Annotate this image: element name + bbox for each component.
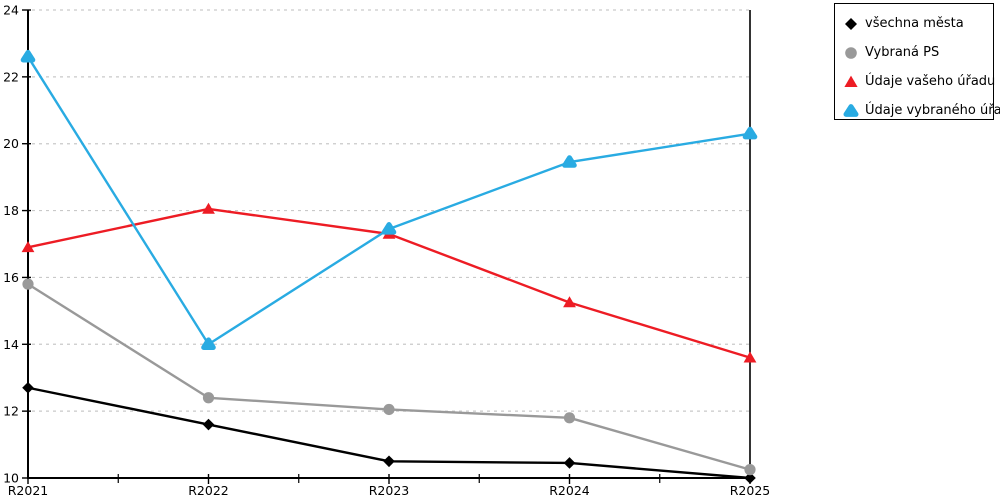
circle-icon: [845, 47, 857, 59]
triangle-legend-icon: [844, 75, 858, 87]
circle-marker-icon: [563, 412, 576, 424]
legend-label: všechna města: [865, 16, 964, 31]
y-tick-label: 12: [3, 404, 19, 419]
legend-label: Údaje vybraného úřadu: [865, 103, 1000, 118]
y-tick-label: 16: [3, 270, 19, 285]
circle-legend-icon: [845, 47, 857, 59]
x-tick-label: R2022: [188, 483, 229, 498]
legend-item-4: Údaje vybraného úřadu: [843, 96, 1000, 125]
triangle-marker-icon: [21, 241, 35, 253]
series-line: [26, 282, 752, 471]
diamond-icon: [845, 18, 857, 30]
diamond-marker-icon: [22, 381, 34, 394]
y-tick-label: 18: [3, 203, 19, 218]
diamond-marker-icon: [202, 418, 215, 431]
diamond-marker-icon: [383, 455, 395, 468]
triangle-marker-icon: [202, 202, 215, 214]
triangle-marker-icon: [743, 351, 757, 363]
x-tick-label: R2025: [730, 483, 771, 498]
y-tick-label: 20: [3, 136, 19, 151]
triangle-rounded-icon: [843, 104, 859, 117]
x-tick-label: R2021: [8, 483, 49, 498]
circle-marker-icon: [202, 392, 215, 404]
legend-item-3: Údaje vašeho úřadu: [843, 67, 996, 96]
y-tick-label: 14: [3, 337, 19, 352]
triangle-icon: [844, 75, 858, 87]
x-tick-label: R2023: [369, 483, 410, 498]
triangle-rounded-marker-icon: [201, 337, 216, 350]
legend: všechna města Vybraná PS Údaje vašeho úřad…: [834, 3, 1000, 120]
legend-label: Vybraná PS: [865, 45, 940, 60]
triangle-rounded-marker-icon: [20, 49, 36, 63]
triangle-rounded-marker-icon: [742, 126, 758, 140]
diamond-legend-icon: [845, 18, 857, 30]
legend-label: Údaje vašeho úřadu: [865, 74, 996, 89]
triangle-rounded-marker-icon: [562, 155, 577, 168]
series-line: [26, 55, 752, 346]
triangle-marker-icon: [563, 296, 576, 308]
y-tick-label: 22: [3, 69, 19, 84]
circle-marker-icon: [744, 464, 756, 476]
x-tick-label: R2024: [549, 483, 590, 498]
triangle-rounded-marker-icon: [381, 222, 397, 235]
legend-item-2: Vybraná PS: [843, 38, 993, 67]
legend-item-1: všechna města: [843, 9, 993, 38]
circle-marker-icon: [383, 403, 395, 416]
y-tick-label: 24: [3, 3, 19, 18]
diamond-marker-icon: [744, 472, 756, 484]
circle-marker-icon: [22, 278, 34, 290]
y-tick-label: 10: [3, 471, 19, 486]
triangle-rounded-legend-icon: [843, 104, 859, 117]
diamond-marker-icon: [563, 457, 576, 469]
